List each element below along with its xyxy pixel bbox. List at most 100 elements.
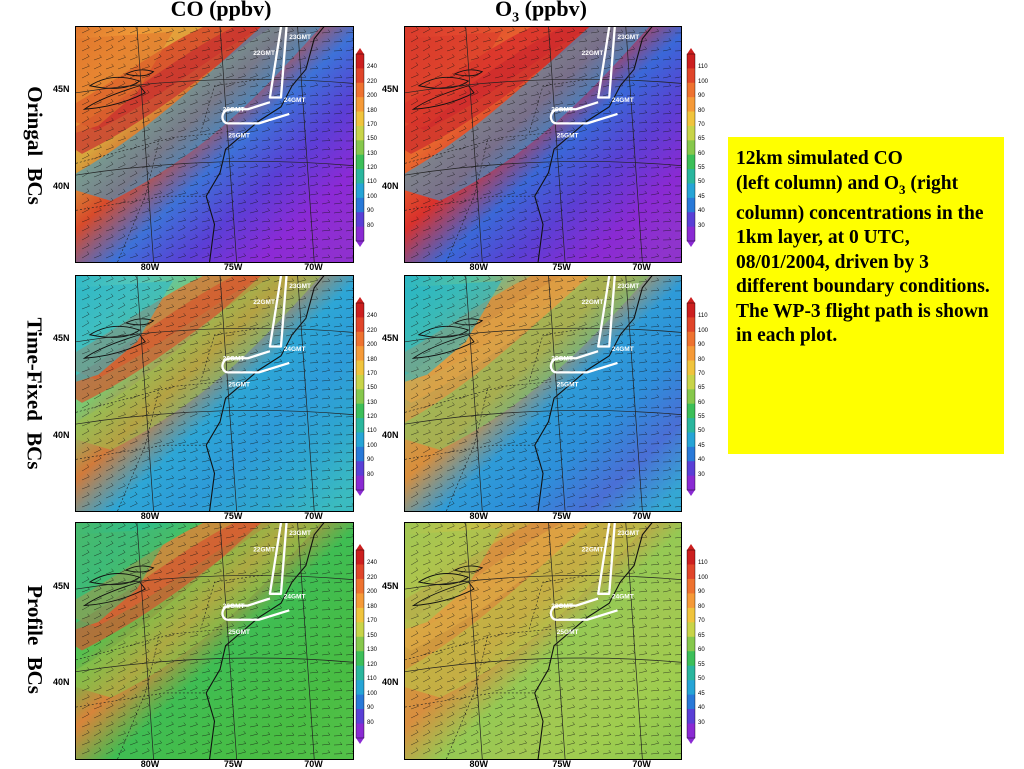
colorbar-segment <box>356 622 364 638</box>
longitude-line <box>625 523 643 759</box>
colorbar-segment <box>687 82 695 98</box>
flight-time-label: 25GMT <box>557 132 579 139</box>
flight-time-label: 24GMT <box>284 594 306 601</box>
colorbar-tick: 80 <box>698 603 705 610</box>
flight-time-label: 22GMT <box>582 546 604 553</box>
colorbar-tick: 110 <box>698 560 708 567</box>
colorbar-segment <box>356 197 364 213</box>
longitude-label: 75W <box>223 262 243 272</box>
latitude-line <box>76 657 353 673</box>
colorbar-tick: 70 <box>698 618 705 625</box>
wind-barbs <box>410 276 681 508</box>
coastline <box>534 27 653 262</box>
colorbar-segment <box>687 154 695 170</box>
map-frame: 23GMT 22GMT 24GMT 26GMT 25GMT <box>75 275 354 512</box>
colorbar-segment <box>356 169 364 184</box>
flight-time-label: 25GMT <box>228 132 250 139</box>
colorbar-segment <box>356 317 364 333</box>
latitude-line <box>405 410 681 425</box>
colorbar-cap-top <box>356 297 364 303</box>
latitude-label: 45N <box>382 580 399 591</box>
lake-outline <box>453 565 484 573</box>
colorbar-tick: 100 <box>367 193 378 200</box>
latitude-line <box>76 161 353 176</box>
longitude-line <box>297 276 315 511</box>
plume-band <box>405 276 601 403</box>
colorbar-tick: 220 <box>367 574 378 581</box>
plume-band <box>76 27 321 201</box>
longitude-label: 70W <box>304 262 323 272</box>
colorbar-tick: 80 <box>698 107 705 114</box>
longitude-label: 80W <box>140 759 160 769</box>
colorbar-segment <box>356 651 364 667</box>
colorbar-tick: 40 <box>698 208 705 215</box>
colorbar-segment <box>687 389 695 405</box>
lake-outline <box>82 85 146 110</box>
colorbar-segment <box>687 665 695 681</box>
longitude-line <box>297 27 315 262</box>
state-border <box>76 195 207 211</box>
colorbar-tick: 30 <box>698 719 705 726</box>
colorbar-tick: 180 <box>367 107 378 114</box>
colorbar-segment <box>687 475 695 491</box>
longitude-label: 80W <box>469 511 489 521</box>
longitude-label: 75W <box>552 759 571 769</box>
map-frame: 23GMT 22GMT 24GMT 26GMT 25GMT <box>404 275 682 512</box>
lake-outline <box>411 334 475 359</box>
colorbar-cap-top <box>687 48 695 54</box>
colorbar-segment <box>356 125 364 141</box>
colorbar-tick: 80 <box>367 471 374 478</box>
colorbar-segment <box>687 183 695 199</box>
colorbar-tick: 70 <box>698 370 705 377</box>
colorbar-tick: 100 <box>698 78 709 85</box>
longitude-line <box>625 276 643 511</box>
colorbar-tick: 50 <box>698 676 705 683</box>
colorbar-tick: 90 <box>367 457 374 464</box>
longitude-label: 80W <box>469 759 489 769</box>
row-label-profile: Profile BCs <box>22 584 47 694</box>
flight-time-label: 23GMT <box>289 530 311 537</box>
flight-time-label: 25GMT <box>557 629 579 636</box>
colorbar-tick: 150 <box>367 385 378 392</box>
colorbar-segment <box>356 636 364 652</box>
colorbar-segment <box>687 550 695 565</box>
colorbar-co <box>355 297 365 501</box>
longitude-line <box>465 276 483 511</box>
figure-caption: 12km simulated CO (left column) and O3 (… <box>728 137 1004 454</box>
state-border <box>405 444 535 460</box>
flight-time-label: 25GMT <box>228 629 250 636</box>
colorbar-cap-top <box>356 48 364 54</box>
flight-time-label: 26GMT <box>551 603 573 610</box>
colorbar-tick: 50 <box>698 428 705 435</box>
latitude-label: 45N <box>382 84 399 95</box>
latitude-label: 45N <box>382 333 399 344</box>
colorbar-tick: 120 <box>367 165 378 172</box>
map-frame: 23GMT 22GMT 24GMT 26GMT 25GMT <box>75 26 354 263</box>
lake-outline <box>411 85 475 110</box>
plume-band <box>405 27 649 201</box>
flight-time-label: 22GMT <box>253 546 275 553</box>
colorbar-o3 <box>686 297 696 501</box>
colorbar-tick: 90 <box>698 342 705 349</box>
colorbar-cap-bottom <box>687 241 695 247</box>
longitude-line <box>219 276 238 511</box>
colorbar-tick: 100 <box>367 690 378 697</box>
longitude-label: 75W <box>552 511 571 521</box>
plume-band <box>76 27 272 154</box>
colorbar-tick: 150 <box>367 632 378 639</box>
colorbar-segment <box>687 212 695 228</box>
colorbar-segment <box>687 723 695 739</box>
flight-time-label: 23GMT <box>618 283 640 290</box>
colorbar-tick: 40 <box>698 457 705 464</box>
plume-band <box>76 523 273 651</box>
colorbar-segment <box>356 154 364 170</box>
colorbar-cap-top <box>687 297 695 303</box>
colorbar-segment <box>687 360 695 376</box>
colorbar-segment <box>687 374 695 390</box>
colorbar-segment <box>356 111 364 127</box>
flight-time-label: 23GMT <box>289 34 311 41</box>
colorbar-segment <box>356 665 364 681</box>
colorbar-segment <box>687 331 695 347</box>
colorbar-segment <box>687 418 695 433</box>
coastline <box>534 276 653 511</box>
